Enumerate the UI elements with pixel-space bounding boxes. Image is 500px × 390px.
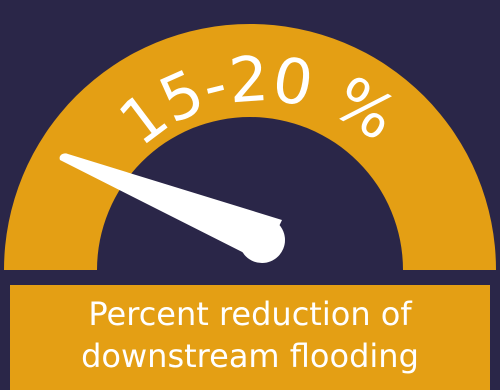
gauge-needle bbox=[59, 153, 285, 263]
caption-line-2: downstream flooding bbox=[81, 336, 419, 375]
gauge-arc bbox=[4, 24, 496, 270]
caption-box: Percent reduction of downstream flooding bbox=[10, 285, 490, 390]
needle-hub bbox=[239, 217, 285, 263]
caption-line-1: Percent reduction of bbox=[88, 294, 412, 333]
